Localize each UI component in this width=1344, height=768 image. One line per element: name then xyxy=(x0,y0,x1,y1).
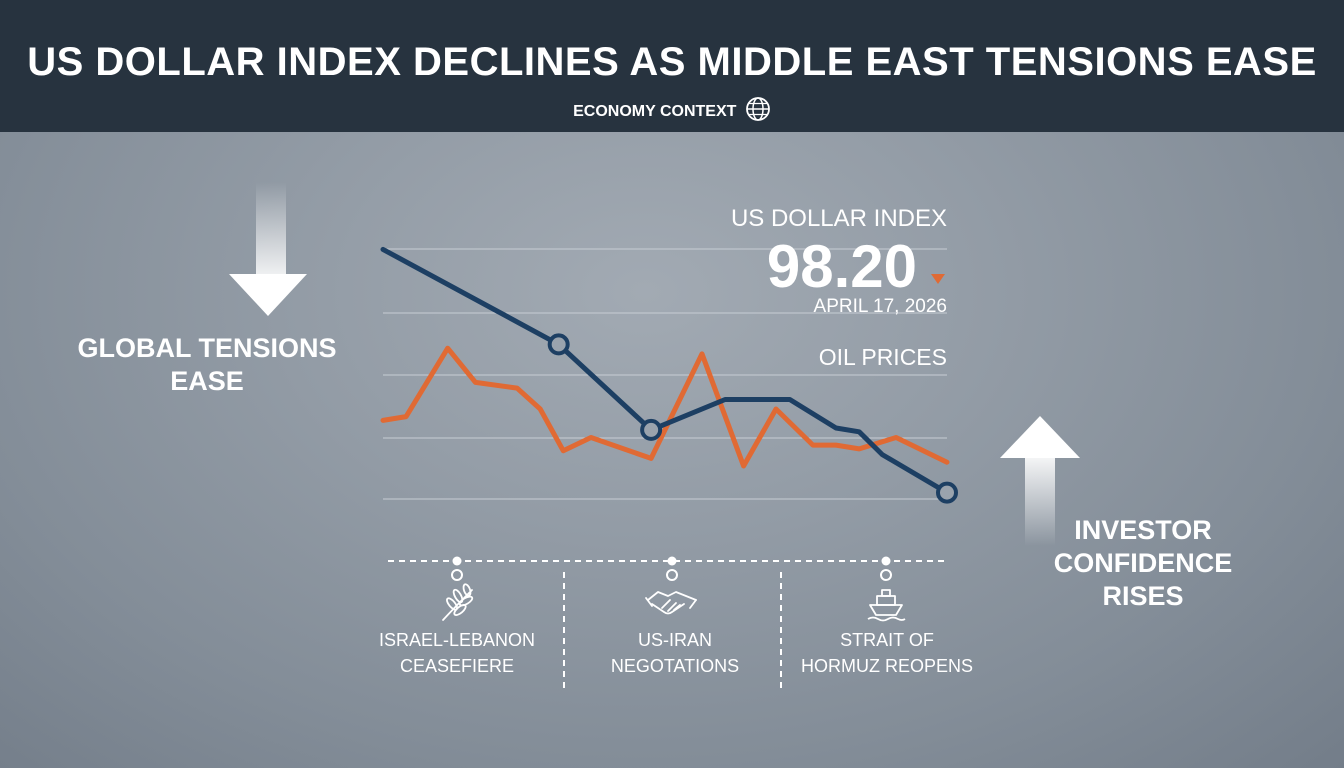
event-timeline xyxy=(388,556,947,690)
triangle-down-icon xyxy=(931,274,945,284)
dollar-index-point xyxy=(547,333,570,356)
oil-prices-label: OIL PRICES xyxy=(819,344,947,370)
dollar-index-label: US DOLLAR INDEX xyxy=(731,205,947,232)
event-pin xyxy=(451,556,463,581)
event-pin xyxy=(880,556,892,581)
investor-confidence-callout: INVESTOR CONFIDENCE RISES xyxy=(1048,514,1238,613)
global-tensions-callout: GLOBAL TENSIONS EASE xyxy=(72,332,342,398)
subtitle-text: ECONOMY CONTEXT xyxy=(573,103,737,120)
dollar-index-point xyxy=(640,418,663,441)
event-label-line: ISRAEL-LEBANON xyxy=(378,630,536,650)
up-arrow-icon xyxy=(1000,416,1080,546)
callout-line: RISES xyxy=(1102,581,1184,611)
page-title: US DOLLAR INDEX DECLINES AS MIDDLE EAST … xyxy=(27,40,1317,84)
event-label-line: STRAIT OF xyxy=(840,630,934,650)
event-label-line: NEGOTATIONS xyxy=(610,656,740,676)
dollar-index-line xyxy=(380,246,950,496)
globe-icon xyxy=(745,97,770,121)
event-label-line: HORMUZ REOPENS xyxy=(800,656,973,676)
ship-icon xyxy=(867,589,906,622)
callout-line: GLOBAL TENSIONS xyxy=(77,333,337,363)
header-banner: US DOLLAR INDEX DECLINES AS MIDDLE EAST … xyxy=(0,0,1344,132)
dollar-index-markers xyxy=(547,333,958,504)
callout-line: CONFIDENCE xyxy=(1053,548,1233,578)
chart-gridlines xyxy=(383,248,947,500)
event-label-ceasefire: ISRAEL-LEBANON CEASEFIERE xyxy=(367,627,547,679)
event-pin xyxy=(666,556,678,581)
olive-branch-icon xyxy=(442,583,474,621)
oil-prices-line xyxy=(380,345,950,469)
down-arrow-icon xyxy=(229,182,307,316)
page-subtitle: ECONOMY CONTEXT xyxy=(0,96,1344,122)
callout-line: EASE xyxy=(170,366,244,396)
callout-line: INVESTOR xyxy=(1074,515,1212,545)
event-label-hormuz: STRAIT OF HORMUZ REOPENS xyxy=(787,627,987,679)
handshake-icon xyxy=(645,591,697,615)
dollar-index-value: 98.20 xyxy=(767,233,917,300)
event-label-line: CEASEFIERE xyxy=(399,656,515,676)
event-label-negotiations: US-IRAN NEGOTATIONS xyxy=(585,627,765,679)
event-label-line: US-IRAN xyxy=(637,630,712,650)
dollar-index-point xyxy=(936,481,958,504)
readout-date: APRIL 17, 2026 xyxy=(814,296,947,317)
